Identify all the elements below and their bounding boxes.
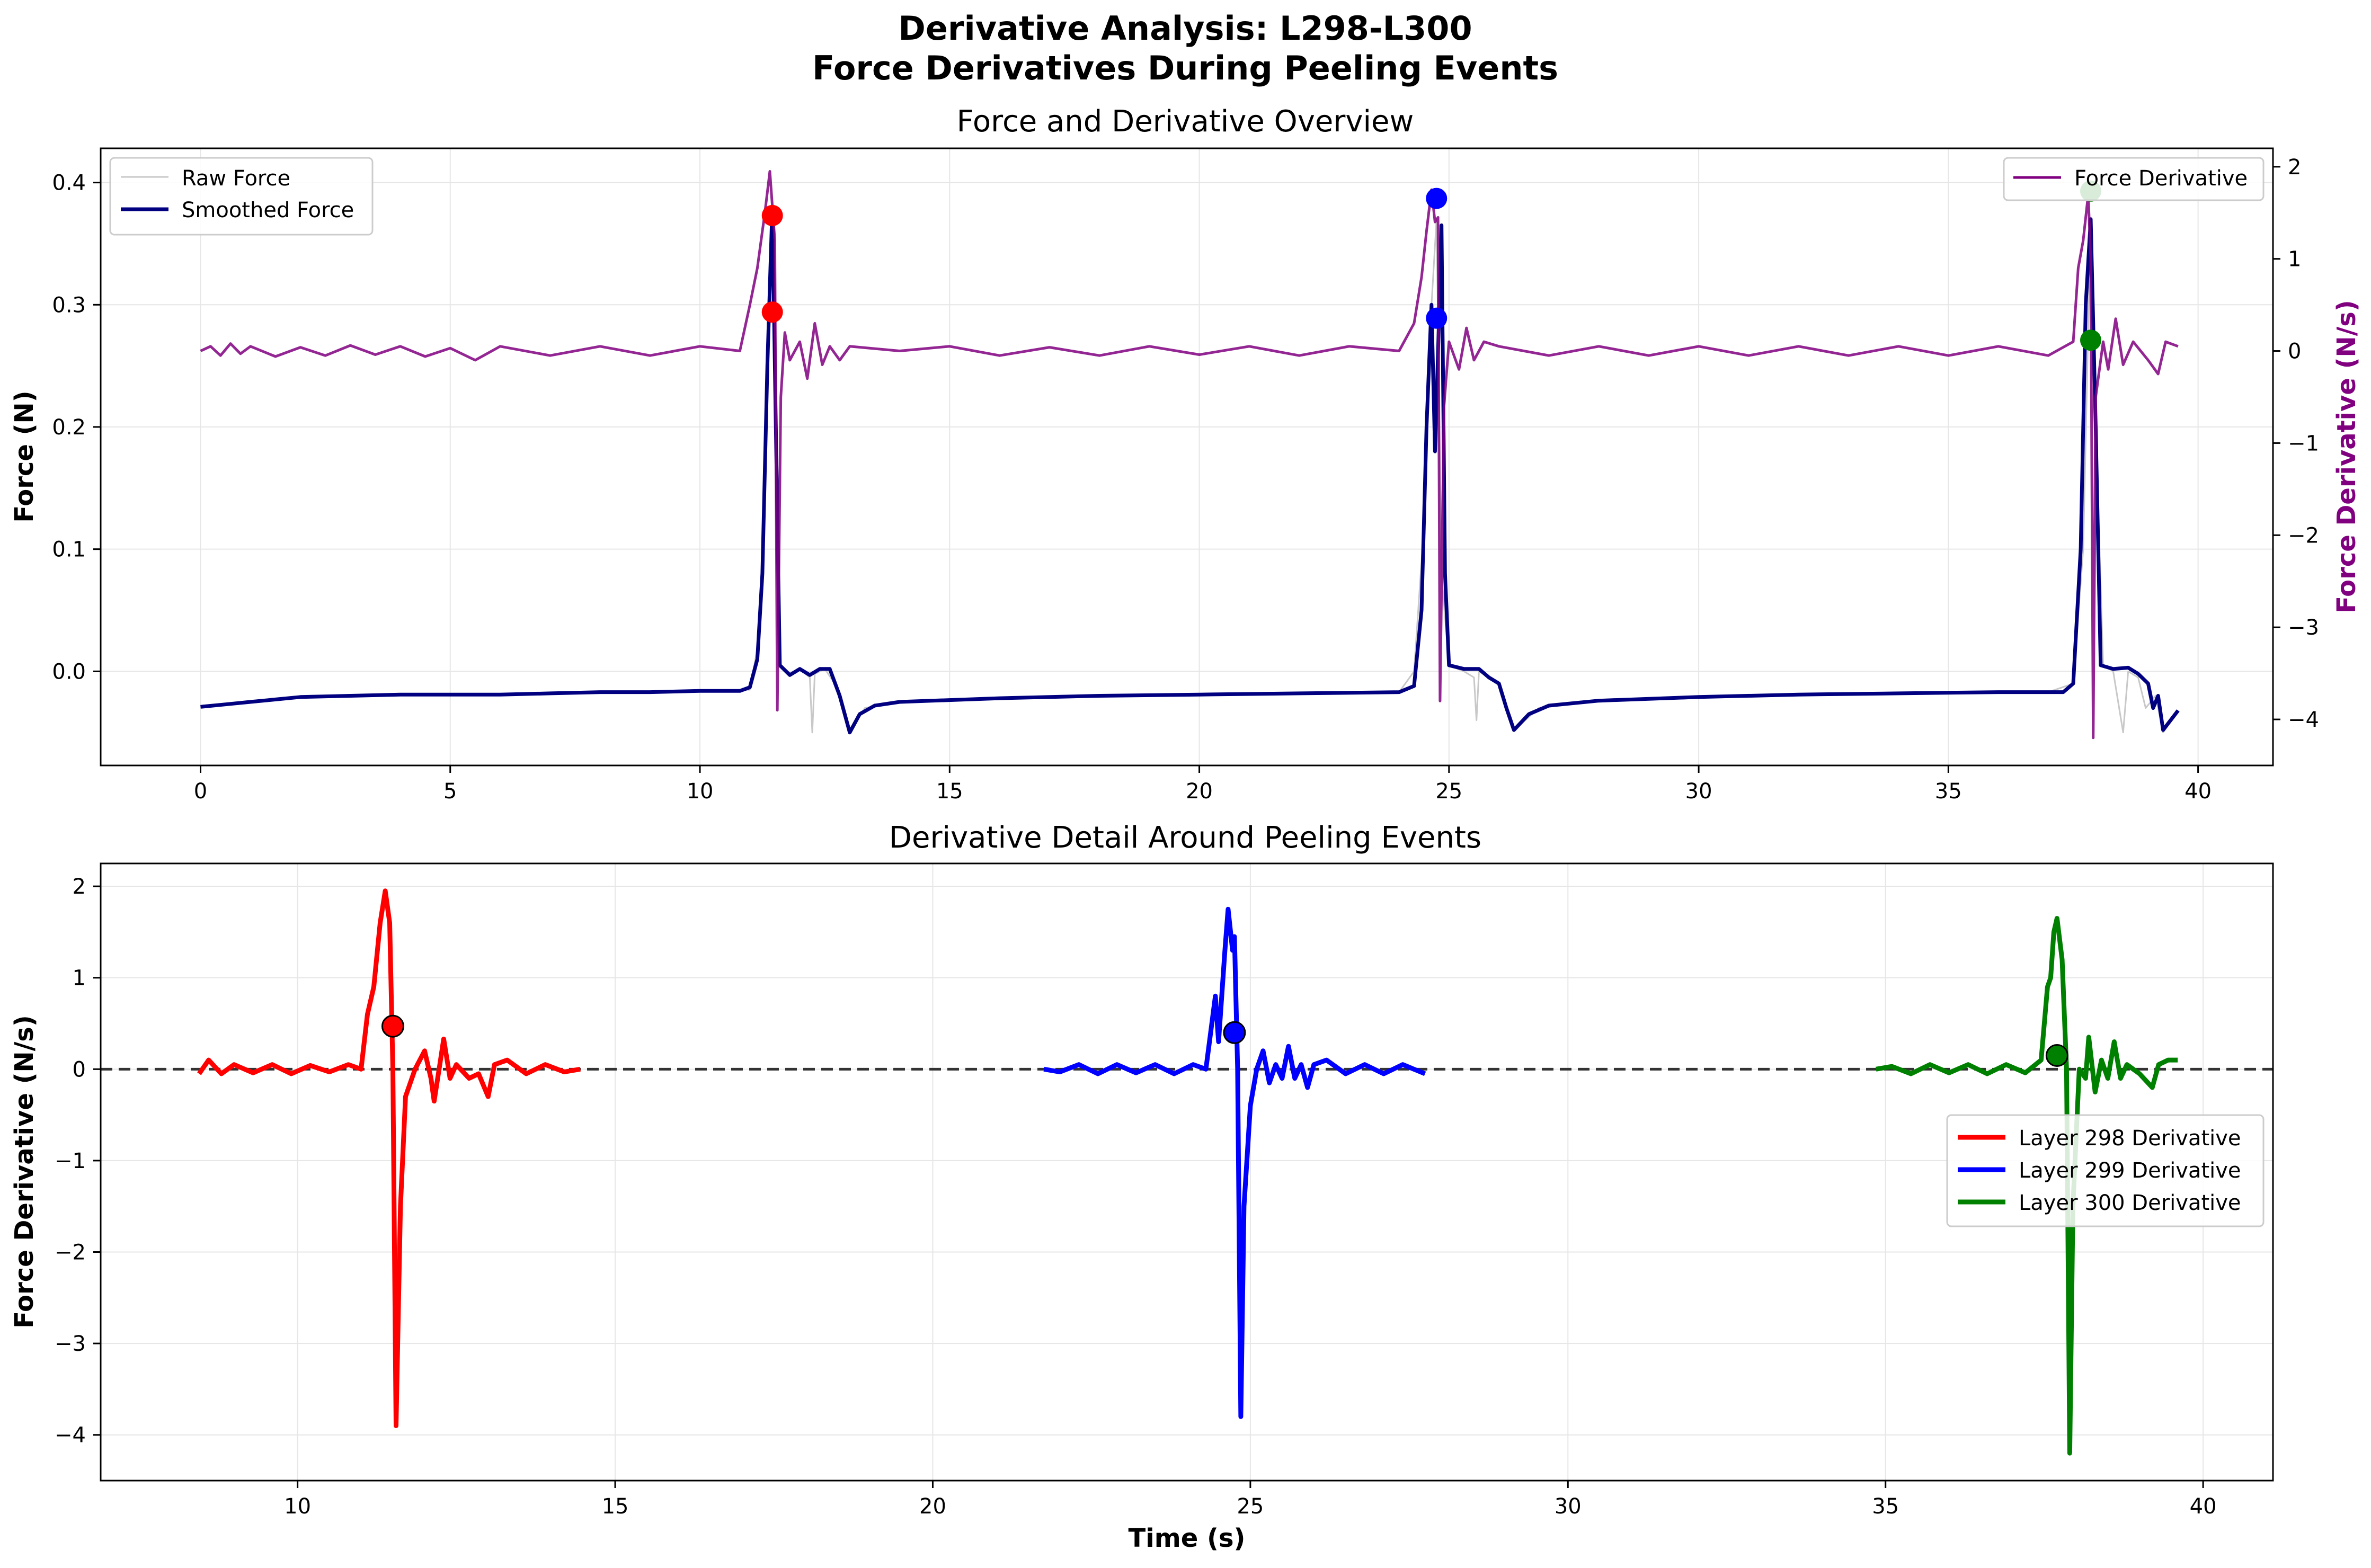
overview-y2-tick-label: −2	[2288, 523, 2319, 548]
detail-legend-box	[1946, 1114, 2265, 1227]
overview-event-marker	[761, 204, 783, 226]
overview-x-tick-label: 5	[443, 779, 457, 804]
overview-series-derivative	[200, 170, 2179, 740]
overview-plot-frame	[100, 147, 2274, 767]
overview-y2-ticks: −4 −3 −2 −1 0 1 2	[2273, 155, 2319, 732]
overview-x-tick-label: 10	[687, 779, 714, 804]
overview-legend-left: Raw Force Smoothed Force	[109, 157, 374, 236]
legend-raw-force-label: Raw Force	[182, 166, 290, 191]
overview-y2-tick-label: −1	[2288, 431, 2319, 456]
overview-event-marker	[1426, 188, 1448, 209]
overview-legend-right-box	[2003, 157, 2265, 201]
legend-layer300-label: Layer 300 Derivative	[2019, 1191, 2241, 1215]
overview-y-tick-label: 0.3	[52, 293, 86, 317]
overview-panel: Force and Derivative Overview 0 5 10 15 20 25…	[10, 104, 2361, 804]
detail-y-tick-label: −1	[55, 1149, 86, 1173]
overview-y2-tick-label: −4	[2288, 708, 2319, 732]
overview-grid	[101, 148, 2273, 765]
overview-series	[200, 170, 2180, 740]
overview-x-tick-label: 40	[2184, 779, 2212, 804]
detail-series-layer300	[1875, 916, 2178, 1456]
overview-y-tick-label: 0.0	[52, 660, 86, 684]
detail-x-tick-label: 40	[2190, 1494, 2217, 1519]
legend-smoothed-force-label: Smoothed Force	[182, 198, 354, 222]
detail-grid	[101, 863, 2273, 1481]
detail-markers	[381, 1014, 2068, 1067]
detail-x-tick-label: 20	[919, 1494, 946, 1519]
detail-x-tick-label: 25	[1237, 1494, 1264, 1519]
detail-plot-frame	[100, 862, 2274, 1482]
overview-x-tick-label: 30	[1685, 779, 1712, 804]
detail-y-tick-label: −4	[55, 1423, 86, 1448]
detail-series	[197, 888, 2178, 1456]
detail-event-marker	[381, 1014, 404, 1038]
detail-y-tick-label: −2	[55, 1241, 86, 1265]
detail-y-axis-label: Force Derivative (N/s)	[10, 1015, 39, 1329]
detail-y-tick-label: 2	[73, 875, 86, 899]
overview-legend-right: Force Derivative	[2003, 157, 2265, 201]
detail-event-marker	[1223, 1021, 1246, 1044]
overview-legend-left-box	[109, 157, 374, 236]
overview-x-tick-label: 0	[194, 779, 207, 804]
legend-layer299-label: Layer 299 Derivative	[2019, 1159, 2241, 1183]
overview-event-marker	[2080, 329, 2101, 351]
detail-series-layer299	[1043, 906, 1426, 1419]
figure-title-line2: Force Derivatives During Peeling Events	[812, 49, 1558, 87]
detail-series-layer298	[197, 888, 581, 1428]
overview-y-ticks: 0.0 0.1 0.2 0.3 0.4	[52, 171, 101, 684]
overview-title: Force and Derivative Overview	[957, 104, 1414, 139]
detail-y-tick-label: 0	[73, 1057, 86, 1082]
figure-title-line1: Derivative Analysis: L298-L300	[898, 9, 1472, 48]
overview-y2-tick-label: 2	[2288, 155, 2301, 180]
overview-y2-axis-label: Force Derivative (N/s)	[2332, 300, 2361, 613]
overview-y-tick-label: 0.1	[52, 538, 86, 562]
detail-x-tick-label: 15	[602, 1494, 629, 1519]
overview-y-axis-label: Force (N)	[10, 390, 39, 522]
overview-series-smoothed-force	[200, 205, 2180, 735]
detail-x-tick-label: 10	[284, 1494, 311, 1519]
detail-x-tick-label: 35	[1872, 1494, 1899, 1519]
detail-y-tick-label: 1	[73, 966, 86, 991]
detail-event-marker	[2045, 1044, 2068, 1067]
detail-title: Derivative Detail Around Peeling Events	[889, 821, 1481, 855]
overview-y2-tick-label: −3	[2288, 616, 2319, 640]
overview-y-tick-label: 0.4	[52, 171, 86, 195]
overview-x-tick-label: 25	[1435, 779, 1462, 804]
overview-y2-tick-label: 0	[2288, 340, 2301, 364]
overview-y2-tick-label: 1	[2288, 247, 2301, 272]
legend-force-derivative-label: Force Derivative	[2074, 166, 2248, 191]
overview-x-ticks: 0 5 10 15 20 25 30 35 40	[194, 765, 2212, 804]
legend-layer298-label: Layer 298 Derivative	[2019, 1126, 2241, 1151]
overview-x-tick-label: 20	[1186, 779, 1213, 804]
detail-x-axis-label: Time (s)	[1129, 1524, 1246, 1553]
detail-y-tick-label: −3	[55, 1332, 86, 1356]
detail-y-ticks: −4 −3 −2 −1 0 1 2	[55, 875, 101, 1448]
overview-event-marker	[1426, 307, 1448, 329]
detail-x-ticks: 10 15 20 25 30 35 40	[284, 1481, 2217, 1519]
detail-panel: Derivative Detail Around Peeling Events …	[10, 821, 2274, 1553]
overview-x-tick-label: 35	[1935, 779, 1962, 804]
overview-event-marker	[761, 301, 783, 323]
detail-legend: Layer 298 Derivative Layer 299 Derivativ…	[1946, 1114, 2265, 1227]
overview-x-tick-label: 15	[936, 779, 963, 804]
detail-x-tick-label: 30	[1555, 1494, 1582, 1519]
overview-y-tick-label: 0.2	[52, 415, 86, 440]
